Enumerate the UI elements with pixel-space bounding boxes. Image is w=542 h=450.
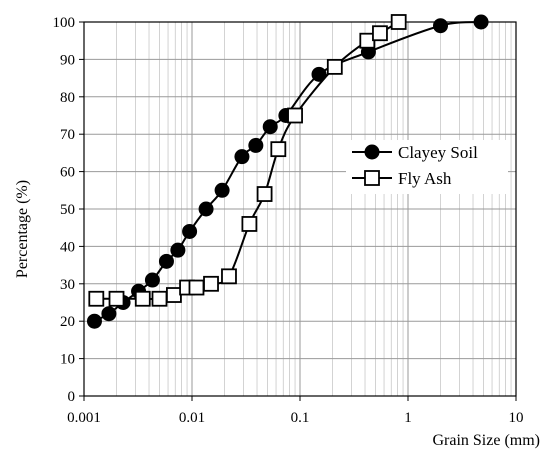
data-point-fly-ash: [134, 290, 151, 307]
data-point-fly-ash: [256, 186, 273, 202]
data-point-clayey-soil: [198, 201, 214, 217]
x-tick-label: 0.001: [67, 410, 101, 426]
x-axis-title: Grain Size (mm): [432, 432, 540, 449]
data-point-clayey-soil: [86, 313, 102, 329]
data-point-clayey-soil: [248, 137, 264, 153]
y-tick-label: 50: [60, 202, 75, 218]
y-tick-label: 60: [60, 165, 75, 181]
data-point-fly-ash: [270, 141, 287, 158]
y-tick-label: 80: [60, 90, 75, 106]
y-axis-title: Percentage (%): [14, 180, 31, 278]
data-point-clayey-soil: [101, 306, 117, 322]
x-axis-ticks: 0.001 0.01 0.1 1 10: [67, 396, 524, 426]
legend-entry-clayey-soil: Clayey Soil: [352, 143, 478, 162]
series-markers: [86, 14, 489, 329]
legend-label-fly-ash: Fly Ash: [398, 169, 452, 188]
data-point-fly-ash: [203, 275, 219, 292]
y-tick-label: 90: [60, 52, 75, 68]
data-point-clayey-soil: [214, 182, 230, 198]
data-point-clayey-soil: [433, 18, 449, 34]
x-tick-label: 0.01: [179, 410, 205, 426]
data-point-fly-ash: [88, 290, 105, 307]
legend-marker-clayey-soil: [364, 144, 380, 160]
data-point-clayey-soil: [473, 14, 489, 30]
y-tick-label: 20: [60, 314, 75, 330]
data-point-fly-ash: [326, 58, 343, 75]
data-point-clayey-soil: [311, 66, 327, 82]
data-point-fly-ash: [166, 287, 182, 303]
y-tick-label: 10: [60, 352, 75, 368]
y-tick-label: 30: [60, 277, 75, 293]
legend-label-clayey-soil: Clayey Soil: [398, 143, 478, 162]
data-point-clayey-soil: [234, 149, 250, 165]
legend: Clayey Soil Fly Ash: [346, 140, 508, 194]
data-point-fly-ash: [372, 25, 388, 42]
legend-marker-fly-ash: [364, 170, 380, 186]
data-point-fly-ash: [221, 268, 237, 285]
y-tick-label: 0: [68, 389, 76, 405]
data-point-fly-ash: [151, 290, 168, 307]
data-point-clayey-soil: [158, 253, 174, 269]
x-tick-label: 1: [404, 410, 412, 426]
y-tick-label: 100: [53, 15, 76, 31]
data-point-fly-ash: [188, 279, 205, 296]
y-tick-label: 40: [60, 239, 75, 255]
data-point-clayey-soil: [182, 223, 198, 239]
data-point-fly-ash: [241, 216, 258, 232]
data-point-fly-ash: [108, 290, 125, 307]
y-tick-label: 70: [60, 127, 75, 143]
data-point-fly-ash: [390, 14, 407, 30]
data-point-clayey-soil: [170, 242, 186, 258]
x-tick-label: 0.1: [291, 410, 310, 426]
y-axis-ticks: 0 10 20 30 40 50 60 70 80 90 100: [53, 15, 84, 405]
x-tick-label: 10: [509, 410, 524, 426]
data-point-fly-ash: [287, 107, 303, 124]
data-point-clayey-soil: [144, 272, 160, 288]
legend-entry-fly-ash: Fly Ash: [352, 169, 452, 188]
data-point-clayey-soil: [262, 119, 278, 135]
